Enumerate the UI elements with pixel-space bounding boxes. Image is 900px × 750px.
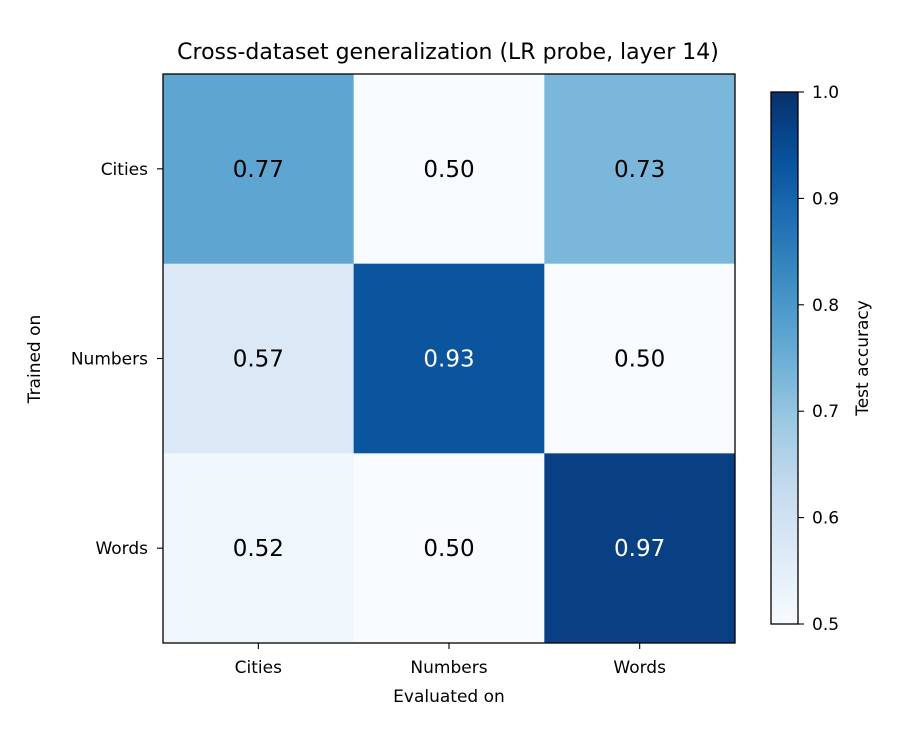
heatmap-cell: [353, 74, 545, 265]
y-tick-label: Cities: [101, 160, 148, 180]
cell-value-label: 0.50: [423, 536, 474, 562]
colorbar-tick-label: 0.8: [812, 296, 839, 316]
colorbar-label: Test accuracy: [853, 300, 873, 417]
cell-value-label: 0.93: [423, 347, 474, 373]
heatmap-cell: [353, 263, 545, 454]
cell-value-label: 0.73: [614, 157, 665, 183]
y-tick-label: Numbers: [71, 350, 148, 370]
heatmap-cell-labels: 0.77 0.50 0.73 0.57 0.93 0.50 0.52 0.50 0.97: [233, 157, 666, 562]
cell-value-label: 0.50: [423, 157, 474, 183]
colorbar-tick-label: 0.6: [812, 509, 839, 529]
cell-value-label: 0.77: [233, 157, 284, 183]
heatmap-cell: [163, 74, 355, 265]
x-axis-label: Evaluated on: [393, 687, 505, 707]
heatmap-cell: [544, 74, 736, 265]
heatmap-cell: [163, 263, 355, 454]
x-tick-label: Cities: [235, 658, 282, 678]
heatmap-cell: [163, 453, 355, 644]
y-axis-ticks: Cities Numbers Words: [71, 160, 163, 559]
heatmap-cell: [544, 263, 736, 454]
cell-value-label: 0.50: [614, 347, 665, 373]
colorbar-tick-label: 0.7: [812, 402, 839, 422]
cell-value-label: 0.52: [233, 536, 284, 562]
heatmap-cell: [353, 453, 545, 644]
cell-value-label: 0.57: [233, 347, 284, 373]
colorbar-tick-label: 1.0: [812, 83, 839, 103]
heatmap-cell: [544, 453, 736, 644]
colorbar-tick-label: 0.9: [812, 189, 839, 209]
x-axis-ticks: Cities Numbers Words: [235, 643, 666, 678]
y-axis-label: Trained on: [25, 315, 45, 405]
colorbar-tick-label: 0.5: [812, 615, 839, 635]
heatmap-cells: [163, 74, 736, 644]
y-tick-label: Words: [95, 539, 148, 559]
colorbar-ticks: 0.5 0.6 0.7 0.8 0.9 1.0: [798, 83, 839, 635]
x-tick-label: Numbers: [410, 658, 487, 678]
cell-value-label: 0.97: [614, 536, 665, 562]
x-tick-label: Words: [613, 658, 666, 678]
colorbar: [770, 91, 799, 625]
chart-title: Cross-dataset generalization (LR probe, …: [177, 40, 719, 65]
